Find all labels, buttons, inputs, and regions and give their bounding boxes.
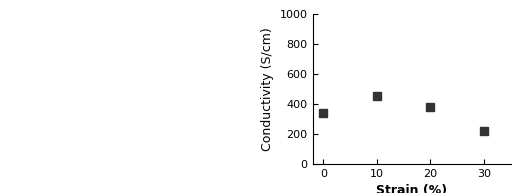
X-axis label: Strain (%): Strain (%) (376, 185, 447, 193)
Y-axis label: Conductivity (S/cm): Conductivity (S/cm) (261, 27, 274, 151)
